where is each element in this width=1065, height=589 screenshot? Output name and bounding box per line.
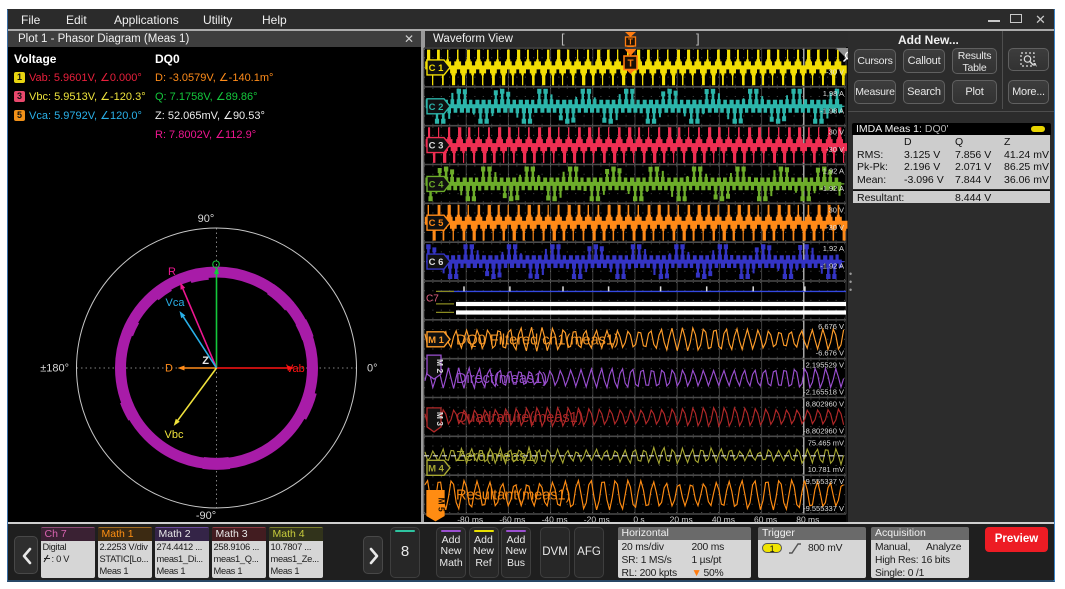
svg-text:-2.165518 V: -2.165518 V: [803, 388, 844, 397]
svg-text:Z: Z: [202, 355, 209, 367]
svg-text:90°: 90°: [198, 213, 215, 225]
svg-text:-60 ms: -60 ms: [499, 515, 525, 525]
svg-text:-9.555337 V: -9.555337 V: [803, 504, 844, 513]
svg-text:80 ms: 80 ms: [796, 515, 819, 525]
svg-text:20 ms: 20 ms: [670, 515, 693, 525]
svg-text:0°: 0°: [367, 363, 378, 375]
svg-text:-30 V: -30 V: [826, 223, 844, 232]
svg-text:6.676 V: 6.676 V: [818, 322, 844, 331]
svg-text:40 ms: 40 ms: [712, 515, 735, 525]
svg-text:-30 V: -30 V: [826, 145, 844, 154]
svg-text:-6.676 V: -6.676 V: [816, 349, 844, 358]
svg-text:-1.92 A: -1.92 A: [820, 262, 844, 271]
svg-text:C7: C7: [426, 293, 439, 304]
svg-text:60 ms: 60 ms: [754, 515, 777, 525]
svg-text:9.555337 V: 9.555337 V: [806, 477, 844, 486]
svg-text:0 s: 0 s: [633, 515, 644, 525]
svg-text:1.92 A: 1.92 A: [823, 244, 844, 253]
svg-text:1.92 A: 1.92 A: [823, 167, 844, 176]
svg-text:1.98 A: 1.98 A: [823, 89, 844, 98]
svg-text:D: D: [165, 363, 173, 375]
svg-text:30 V: 30 V: [829, 128, 844, 137]
svg-text:-1.92 A: -1.92 A: [820, 184, 844, 193]
svg-text:Vca: Vca: [166, 297, 186, 309]
svg-text:M 3: M 3: [435, 412, 445, 426]
svg-text:Q: Q: [212, 259, 221, 271]
svg-text:M 1: M 1: [428, 335, 445, 346]
svg-text:Direct(meas1): Direct(meas1): [456, 371, 547, 387]
svg-text:75.465 mV: 75.465 mV: [808, 438, 844, 447]
svg-text:M 4: M 4: [428, 463, 445, 474]
svg-text:-80 ms: -80 ms: [457, 515, 483, 525]
svg-text:-8.802960 V: -8.802960 V: [803, 426, 844, 435]
svg-text:DQ0 Filtered ch1(meas1): DQ0 Filtered ch1(meas1): [456, 332, 619, 348]
svg-text:Vbc: Vbc: [165, 429, 184, 441]
svg-text:C 4: C 4: [429, 179, 445, 190]
svg-text:T: T: [627, 59, 633, 70]
svg-text:C 2: C 2: [429, 102, 444, 113]
svg-text:2.195529 V: 2.195529 V: [806, 361, 844, 370]
svg-text:C 6: C 6: [429, 257, 444, 268]
svg-text:Quadrature(meas1): Quadrature(meas1): [456, 410, 583, 426]
svg-text:C 3: C 3: [429, 141, 444, 152]
svg-text:-30 V: -30 V: [826, 67, 844, 76]
svg-text:C 5: C 5: [429, 218, 445, 229]
svg-text:-20 ms: -20 ms: [584, 515, 610, 525]
svg-text:Vab: Vab: [286, 363, 305, 375]
svg-text:8.802960 V: 8.802960 V: [806, 400, 844, 409]
svg-text:R: R: [168, 266, 176, 278]
svg-text:-40 ms: -40 ms: [542, 515, 568, 525]
svg-text:Resultant(meas1): Resultant(meas1): [456, 488, 570, 504]
svg-text:Zero(meas1): Zero(meas1): [456, 449, 539, 465]
svg-text:±180°: ±180°: [40, 363, 69, 375]
svg-text:C 1: C 1: [429, 63, 445, 74]
svg-text:T: T: [628, 38, 633, 47]
svg-text:-1.98 A: -1.98 A: [820, 106, 844, 115]
svg-text:M 2: M 2: [435, 359, 445, 373]
svg-text:30 V: 30 V: [829, 205, 844, 214]
svg-text:M 5: M 5: [437, 498, 447, 512]
svg-text:10.781 mV: 10.781 mV: [808, 465, 844, 474]
svg-text:-90°: -90°: [196, 510, 216, 522]
